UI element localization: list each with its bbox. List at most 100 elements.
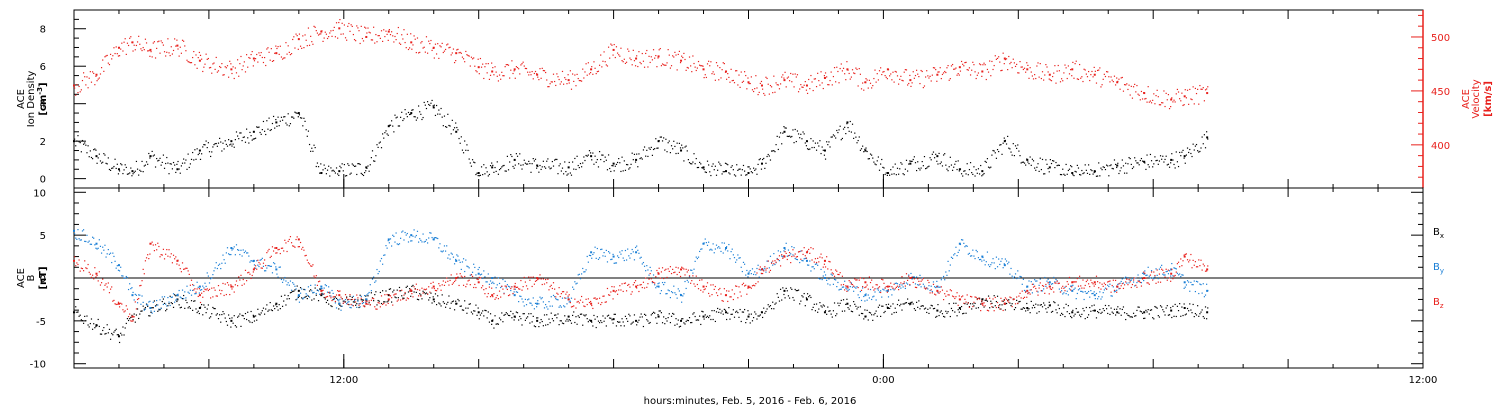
scatter-dot <box>659 282 660 283</box>
scatter-dot <box>903 173 904 174</box>
scatter-dot <box>632 249 633 250</box>
data-point <box>478 273 480 275</box>
scatter-dot <box>1078 312 1079 313</box>
scatter-dot <box>1086 73 1087 74</box>
scatter-dot <box>922 71 923 72</box>
scatter-dot <box>851 76 852 77</box>
scatter-dot <box>116 304 117 305</box>
scatter-dot <box>1095 298 1096 299</box>
data-point <box>613 290 615 292</box>
scatter-dot <box>987 301 988 302</box>
scatter-dot <box>573 289 574 290</box>
scatter-dot <box>188 270 189 271</box>
scatter-dot <box>297 35 298 36</box>
scatter-dot <box>481 287 482 288</box>
scatter-dot <box>780 83 781 84</box>
scatter-dot <box>348 304 349 305</box>
scatter-dot <box>589 150 590 151</box>
scatter-dot <box>635 65 636 66</box>
scatter-dot <box>310 289 311 290</box>
scatter-dot <box>230 63 231 64</box>
data-point <box>568 298 570 300</box>
scatter-dot <box>602 61 603 62</box>
scatter-dot <box>1040 158 1041 159</box>
scatter-dot <box>611 319 612 320</box>
scatter-dot <box>96 163 97 164</box>
scatter-dot <box>1057 71 1058 72</box>
scatter-dot <box>541 298 542 299</box>
scatter-dot <box>687 320 688 321</box>
scatter-dot <box>500 168 501 169</box>
scatter-dot <box>308 262 309 263</box>
scatter-dot <box>707 161 708 162</box>
scatter-dot <box>932 75 933 76</box>
scatter-dot <box>788 295 789 296</box>
scatter-dot <box>286 54 287 55</box>
scatter-dot <box>110 289 111 290</box>
scatter-dot <box>420 240 421 241</box>
scatter-dot <box>906 69 907 70</box>
scatter-dot <box>78 259 79 260</box>
scatter-dot <box>81 239 82 240</box>
scatter-dot <box>292 282 293 283</box>
scatter-dot <box>1128 282 1129 283</box>
scatter-dot <box>716 245 717 246</box>
scatter-dot <box>806 297 807 298</box>
scatter-dot <box>94 267 95 268</box>
scatter-dot <box>258 126 259 127</box>
scatter-dot <box>1073 289 1074 290</box>
data-point <box>1026 68 1028 70</box>
scatter-dot <box>315 287 316 288</box>
scatter-dot <box>901 80 902 81</box>
scatter-dot <box>394 296 395 297</box>
scatter-dot <box>1115 291 1116 292</box>
data-point <box>230 286 232 288</box>
scatter-dot <box>204 283 205 284</box>
scatter-dot <box>1143 318 1144 319</box>
scatter-dot <box>837 132 838 133</box>
scatter-dot <box>334 171 335 172</box>
scatter-dot <box>154 300 155 301</box>
scatter-dot <box>306 296 307 297</box>
scatter-dot <box>1200 147 1201 148</box>
scatter-dot <box>379 302 380 303</box>
scatter-dot <box>740 309 741 310</box>
scatter-dot <box>778 84 779 85</box>
scatter-dot <box>482 174 483 175</box>
scatter-dot <box>736 70 737 71</box>
scatter-dot <box>140 304 141 305</box>
scatter-dot <box>691 71 692 72</box>
scatter-dot <box>363 175 364 176</box>
scatter-dot <box>935 69 936 70</box>
scatter-dot <box>276 252 277 253</box>
scatter-dot <box>1141 158 1142 159</box>
scatter-dot <box>1199 313 1200 314</box>
scatter-dot <box>298 297 299 298</box>
scatter-dot <box>1153 93 1154 94</box>
scatter-dot <box>1039 285 1040 286</box>
scatter-dot <box>528 74 529 75</box>
scatter-dot <box>881 306 882 307</box>
scatter-dot <box>926 167 927 168</box>
scatter-dot <box>389 295 390 296</box>
scatter-dot <box>192 152 193 153</box>
scatter-dot <box>185 297 186 298</box>
scatter-dot <box>302 35 303 36</box>
scatter-dot <box>1107 165 1108 166</box>
scatter-dot <box>490 296 491 297</box>
scatter-dot <box>298 246 299 247</box>
scatter-dot <box>571 175 572 176</box>
scatter-dot <box>134 313 135 314</box>
scatter-dot <box>641 257 642 258</box>
scatter-dot <box>665 318 666 319</box>
scatter-dot <box>657 57 658 58</box>
scatter-dot <box>654 58 655 59</box>
scatter-dot <box>456 254 457 255</box>
scatter-dot <box>1045 308 1046 309</box>
scatter-dot <box>125 164 126 165</box>
scatter-dot <box>620 48 621 49</box>
scatter-dot <box>599 322 600 323</box>
scatter-dot <box>945 311 946 312</box>
scatter-dot <box>472 58 473 59</box>
scatter-dot <box>543 278 544 279</box>
